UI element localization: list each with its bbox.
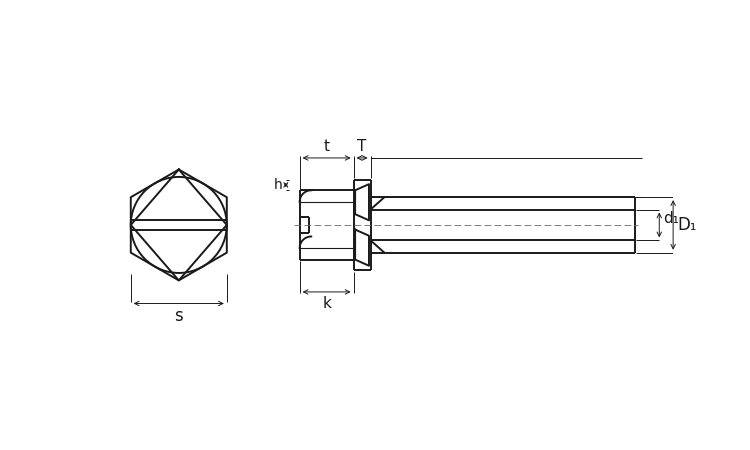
Text: T: T <box>357 139 367 154</box>
Text: k: k <box>322 296 331 311</box>
Text: t: t <box>324 139 330 154</box>
Text: h: h <box>274 178 283 192</box>
Text: d₁: d₁ <box>663 212 679 226</box>
Text: s: s <box>175 307 183 325</box>
Text: D₁: D₁ <box>677 216 697 234</box>
